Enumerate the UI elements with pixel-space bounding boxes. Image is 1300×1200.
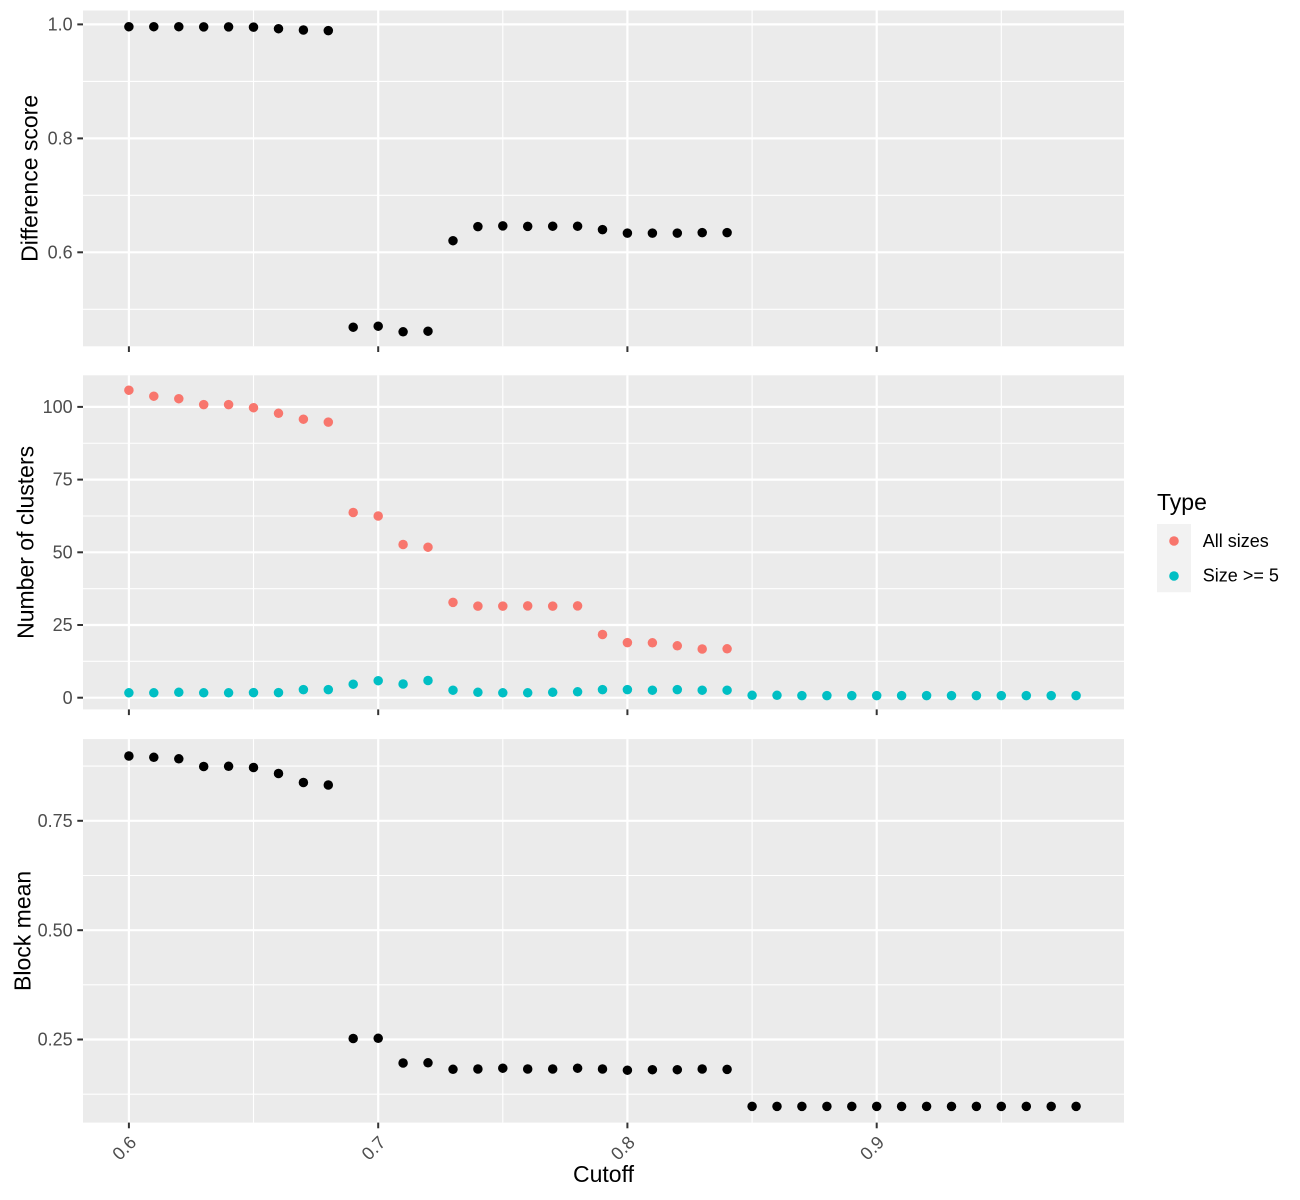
svg-text:Type: Type	[1157, 489, 1207, 515]
svg-text:All sizes: All sizes	[1203, 531, 1269, 551]
svg-text:100: 100	[43, 397, 73, 417]
svg-text:Block mean: Block mean	[10, 871, 36, 991]
svg-text:0.25: 0.25	[38, 1030, 73, 1050]
svg-text:25: 25	[53, 615, 73, 635]
svg-text:0: 0	[63, 688, 73, 708]
svg-text:Cutoff: Cutoff	[573, 1161, 635, 1187]
svg-text:50: 50	[53, 542, 73, 562]
svg-text:0.8: 0.8	[48, 129, 73, 149]
svg-text:0.50: 0.50	[38, 920, 73, 940]
svg-text:Number of clusters: Number of clusters	[13, 446, 39, 639]
svg-text:Difference score: Difference score	[17, 95, 43, 262]
svg-text:75: 75	[53, 470, 73, 490]
svg-text:1.0: 1.0	[48, 15, 73, 35]
svg-text:0.75: 0.75	[38, 811, 73, 831]
svg-text:0.6: 0.6	[48, 242, 73, 262]
svg-text:Size >= 5: Size >= 5	[1203, 566, 1279, 586]
